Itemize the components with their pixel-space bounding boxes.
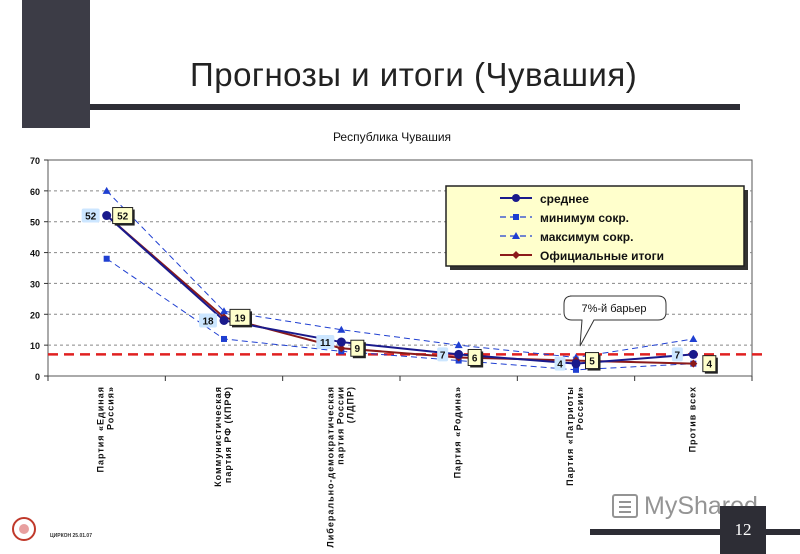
data-label-average-bg — [199, 313, 217, 328]
footer-text: ЦИРКОН 25.01.07 — [50, 533, 92, 539]
data-label-official: 52 — [117, 212, 129, 223]
legend-entry: среднее — [540, 192, 589, 206]
corner-decoration — [22, 0, 90, 128]
data-label-official: 6 — [472, 353, 478, 364]
x-category-label-line: России» — [575, 386, 585, 430]
data-label-official-bg — [112, 207, 134, 225]
presentation-icon — [612, 494, 638, 518]
legend-marker — [512, 232, 520, 239]
x-category-label-line: Партия «Родина» — [453, 386, 463, 478]
x-category-label-line: Партия «Патриоты — [565, 386, 575, 486]
legend-entry: Официальные итоги — [540, 249, 664, 263]
legend-entry: минимум сокр. — [540, 211, 629, 225]
x-category-label: Либерально-демократическаяпартия России(… — [325, 386, 355, 548]
point-maximum — [454, 341, 463, 349]
legend-entry: максимум сокр. — [540, 230, 633, 244]
page-number: 12 — [720, 506, 766, 554]
data-label-official-bg — [350, 339, 365, 357]
bottom-rule — [590, 529, 800, 535]
point-official — [689, 359, 698, 368]
y-tick-label: 10 — [30, 341, 40, 351]
data-label-average-bg — [554, 356, 566, 371]
data-label-official-bg — [702, 355, 717, 373]
x-category-label: Партия «ЕдинаяРоссия» — [96, 386, 116, 473]
chart-title: Республика Чувашия — [333, 130, 451, 144]
data-label-average: 52 — [85, 212, 97, 223]
point-average — [102, 211, 112, 221]
y-tick-label: 0 — [35, 372, 40, 382]
point-official — [337, 344, 346, 353]
barrier-callout — [563, 295, 667, 347]
point-average — [336, 337, 346, 347]
point-average — [571, 359, 581, 369]
point-maximum — [689, 334, 698, 342]
x-category-label: Партия «ПатриотыРоссии» — [565, 386, 585, 486]
barrier-callout-label: 7%-й барьер — [581, 303, 646, 315]
point-minimum — [221, 335, 227, 342]
data-label-official: 19 — [234, 313, 246, 324]
y-tick-label: 60 — [30, 187, 40, 197]
x-category-label-line: (ЛДПР) — [345, 386, 355, 423]
x-category-label-line: Против всех — [687, 386, 697, 452]
x-category-label-line: Партия «Единая — [96, 386, 106, 473]
data-label-average: 7 — [440, 350, 446, 361]
legend-marker — [512, 251, 520, 259]
data-label-official-bg — [585, 352, 599, 370]
data-label-average: 18 — [202, 316, 214, 327]
data-label-average-bg — [437, 347, 449, 362]
legend-marker — [513, 214, 519, 220]
x-category-label: Партия «Родина» — [453, 386, 463, 478]
x-category-label: Коммунистическаяпартия РФ (КПРФ) — [213, 386, 233, 487]
y-tick-label: 50 — [30, 218, 40, 228]
legend-box — [445, 185, 745, 267]
title-rule — [90, 104, 740, 110]
data-label-average: 7 — [675, 350, 681, 361]
y-tick-label: 70 — [30, 156, 40, 166]
x-category-label: Против всех — [687, 386, 697, 452]
data-label-official-bg — [229, 308, 251, 326]
data-label-average: 4 — [557, 360, 563, 371]
data-label-official: 4 — [707, 360, 713, 371]
x-category-label-line: Либерально-демократическая — [325, 386, 335, 548]
data-label-average-bg — [81, 208, 100, 223]
data-label-average-bg — [316, 335, 335, 350]
point-average — [454, 349, 464, 359]
logo-icon — [12, 517, 36, 541]
legend-marker — [512, 194, 520, 202]
y-tick-label: 30 — [30, 279, 40, 289]
point-maximum — [337, 325, 346, 333]
slide-title: Прогнозы и итоги (Чувашия) — [190, 56, 638, 93]
x-category-label-line: Россия» — [106, 386, 116, 430]
data-label-official: 5 — [589, 357, 595, 368]
point-average — [219, 315, 229, 325]
data-label-official-bg — [467, 348, 482, 366]
x-category-label-line: партия России — [335, 386, 345, 465]
x-category-label-line: партия РФ (КПРФ) — [223, 386, 233, 483]
data-label-average-bg — [671, 347, 683, 362]
y-tick-label: 20 — [30, 310, 40, 320]
point-average — [688, 349, 698, 359]
point-maximum — [102, 186, 111, 194]
x-category-label-line: Коммунистическая — [213, 386, 223, 487]
point-minimum — [573, 366, 579, 373]
data-label-official: 9 — [355, 344, 361, 355]
point-minimum — [103, 255, 110, 262]
data-label-average: 11 — [320, 338, 331, 349]
y-tick-label: 40 — [30, 249, 40, 259]
point-maximum — [220, 307, 228, 315]
